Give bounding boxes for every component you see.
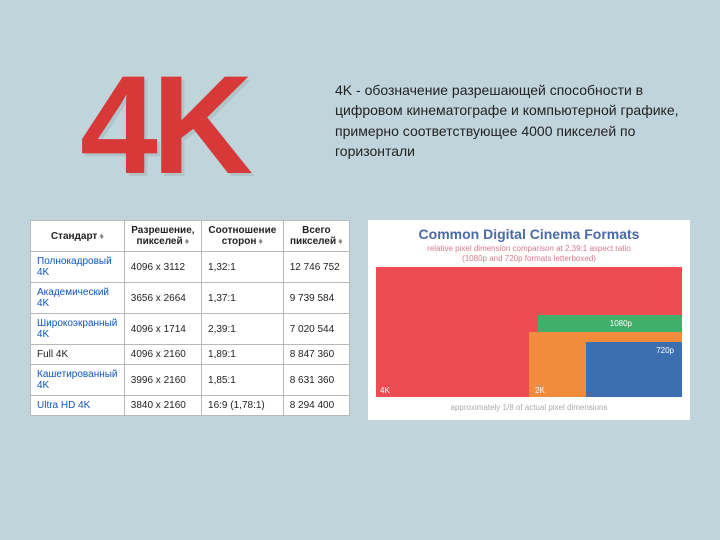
table-row: Полнокадровый 4K4096 x 31121,32:112 746 … xyxy=(31,252,350,283)
formats-title: Common Digital Cinema Formats xyxy=(376,226,682,242)
table-cell: 8 631 360 xyxy=(283,365,349,396)
table-cell: 1,32:1 xyxy=(202,252,284,283)
logo-4k: 4K xyxy=(80,55,247,195)
table-cell: 3996 x 2160 xyxy=(124,365,201,396)
formats-subtitle-2: (1080p and 720p formats letterboxed) xyxy=(376,254,682,263)
table-cell: 9 739 584 xyxy=(283,283,349,314)
col-pixels[interactable]: Всего пикселей♦ xyxy=(283,221,349,252)
table-cell: 8 294 400 xyxy=(283,396,349,416)
format-label-1080p: 1080p xyxy=(610,319,632,328)
table-cell: Широкоэкранный 4K xyxy=(31,314,125,345)
description-text: 4K - обозначение разрешающей способности… xyxy=(335,80,690,161)
table-cell: Кашетированный 4K xyxy=(31,365,125,396)
resolution-table: Стандарт♦ Разрешение, пикселей♦ Соотноше… xyxy=(30,220,350,416)
table-row: Кашетированный 4K3996 x 21601,85:18 631 … xyxy=(31,365,350,396)
table-cell: Full 4K xyxy=(31,345,125,365)
table-row: Full 4K4096 x 21601,89:18 847 360 xyxy=(31,345,350,365)
table-cell: 7 020 544 xyxy=(283,314,349,345)
table-cell: 4096 x 2160 xyxy=(124,345,201,365)
table-cell: 8 847 360 xyxy=(283,345,349,365)
table-cell: Ultra HD 4K xyxy=(31,396,125,416)
table-row: Академический 4K3656 x 26641,37:19 739 5… xyxy=(31,283,350,314)
formats-comparison: Common Digital Cinema Formats relative p… xyxy=(368,220,690,420)
table-cell: 1,89:1 xyxy=(202,345,284,365)
table-cell: Академический 4K xyxy=(31,283,125,314)
table-cell: 16:9 (1,78:1) xyxy=(202,396,284,416)
format-label-720p: 720p xyxy=(656,346,674,355)
formats-subtitle-1: relative pixel dimension comparison at 2… xyxy=(376,244,682,253)
col-resolution[interactable]: Разрешение, пикселей♦ xyxy=(124,221,201,252)
table-header-row: Стандарт♦ Разрешение, пикселей♦ Соотноше… xyxy=(31,221,350,252)
table-cell: 4096 x 1714 xyxy=(124,314,201,345)
table-cell: 12 746 752 xyxy=(283,252,349,283)
table-cell: 2,39:1 xyxy=(202,314,284,345)
table-cell: 3656 x 2664 xyxy=(124,283,201,314)
format-label-2k: 2K xyxy=(535,386,545,395)
format-label-4k: 4K xyxy=(380,386,390,395)
table-cell: 1,85:1 xyxy=(202,365,284,396)
table-cell: 3840 x 2160 xyxy=(124,396,201,416)
col-standard[interactable]: Стандарт♦ xyxy=(31,221,125,252)
col-aspect[interactable]: Соотношение сторон♦ xyxy=(202,221,284,252)
table-cell: 1,37:1 xyxy=(202,283,284,314)
table-row: Широкоэкранный 4K4096 x 17142,39:17 020 … xyxy=(31,314,350,345)
formats-footer: approximately 1/8 of actual pixel dimens… xyxy=(376,403,682,412)
table-cell: 4096 x 3112 xyxy=(124,252,201,283)
table-row: Ultra HD 4K3840 x 216016:9 (1,78:1)8 294… xyxy=(31,396,350,416)
format-box-720p: 720p xyxy=(586,342,682,397)
formats-chart: 4K 1080p 2K 720p xyxy=(376,267,682,397)
table-cell: Полнокадровый 4K xyxy=(31,252,125,283)
